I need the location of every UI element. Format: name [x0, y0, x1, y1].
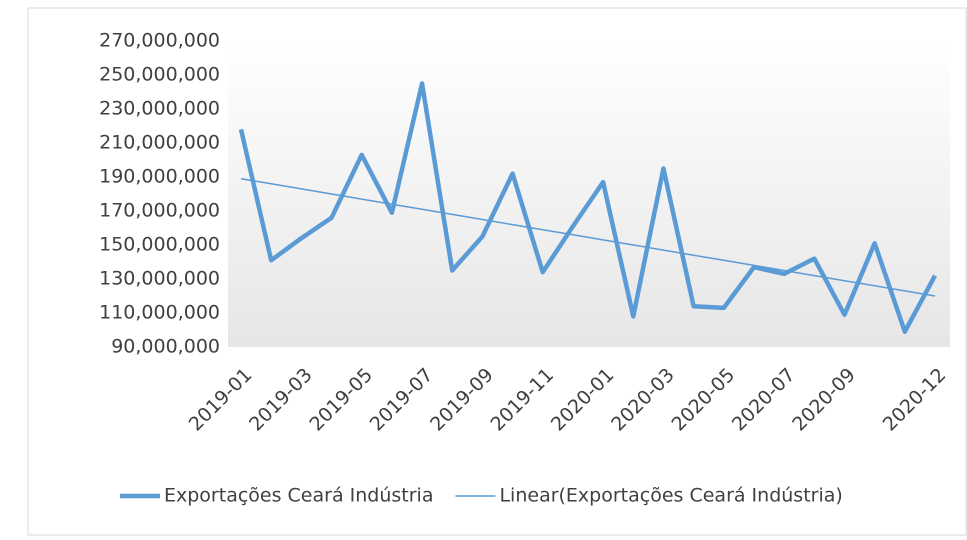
data-line [238, 81, 937, 334]
trend-line [240, 177, 936, 297]
y-tick-label: 90,000,000 [111, 336, 220, 358]
y-tick-label: 110,000,000 [99, 302, 220, 324]
y-tick-label: 210,000,000 [99, 132, 220, 154]
legend-label: Linear(Exportações Ceará Indústria) [499, 485, 842, 507]
y-tick-label: 230,000,000 [99, 98, 220, 120]
plot-area [228, 41, 950, 347]
y-tick-label: 170,000,000 [99, 200, 220, 222]
y-tick-label: 270,000,000 [99, 30, 220, 52]
legend-label: Exportações Ceará Indústria [164, 485, 433, 507]
y-tick-label: 130,000,000 [99, 268, 220, 290]
y-tick-label: 190,000,000 [99, 166, 220, 188]
y-tick-label: 150,000,000 [99, 234, 220, 256]
y-tick-label: 250,000,000 [99, 64, 220, 86]
